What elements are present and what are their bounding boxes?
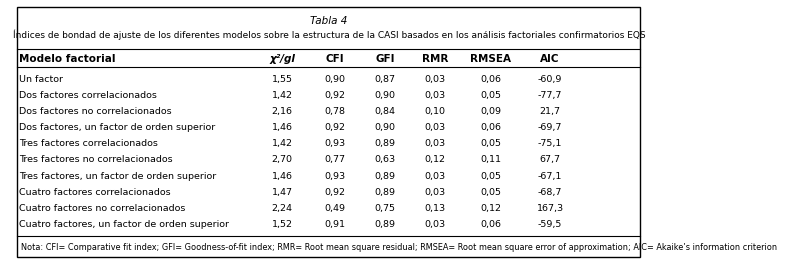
Text: Un factor: Un factor xyxy=(19,75,63,84)
Text: 0,92: 0,92 xyxy=(325,123,346,132)
Text: 0,84: 0,84 xyxy=(374,107,395,116)
Text: Cuatro factores correlacionados: Cuatro factores correlacionados xyxy=(19,188,171,197)
Text: 0,03: 0,03 xyxy=(424,123,446,132)
Text: Modelo factorial: Modelo factorial xyxy=(19,54,116,64)
Text: 0,90: 0,90 xyxy=(325,75,346,84)
Text: 0,93: 0,93 xyxy=(325,172,346,181)
Text: -67,1: -67,1 xyxy=(538,172,562,181)
Text: Cuatro factores, un factor de orden superior: Cuatro factores, un factor de orden supe… xyxy=(19,220,230,229)
Text: 1,46: 1,46 xyxy=(272,123,293,132)
Text: Cuatro factores no correlacionados: Cuatro factores no correlacionados xyxy=(19,204,186,213)
Text: 0,87: 0,87 xyxy=(374,75,395,84)
Text: CFI: CFI xyxy=(326,54,345,64)
Text: Dos factores correlacionados: Dos factores correlacionados xyxy=(19,91,157,100)
Text: -69,7: -69,7 xyxy=(538,123,562,132)
Text: 0,03: 0,03 xyxy=(424,188,446,197)
FancyBboxPatch shape xyxy=(18,7,641,257)
Text: 0,89: 0,89 xyxy=(374,220,395,229)
Text: RMR: RMR xyxy=(422,54,448,64)
Text: 0,03: 0,03 xyxy=(424,220,446,229)
Text: 167,3: 167,3 xyxy=(537,204,564,213)
Text: 0,03: 0,03 xyxy=(424,75,446,84)
Text: 67,7: 67,7 xyxy=(539,155,561,164)
Text: 0,12: 0,12 xyxy=(424,155,446,164)
Text: GFI: GFI xyxy=(375,54,394,64)
Text: 0,89: 0,89 xyxy=(374,188,395,197)
Text: 0,89: 0,89 xyxy=(374,172,395,181)
Text: 0,63: 0,63 xyxy=(374,155,395,164)
Text: 0,10: 0,10 xyxy=(424,107,446,116)
Text: Tres factores, un factor de orden superior: Tres factores, un factor de orden superi… xyxy=(19,172,217,181)
Text: 0,05: 0,05 xyxy=(481,188,502,197)
Text: 0,13: 0,13 xyxy=(424,204,446,213)
Text: AIC: AIC xyxy=(540,54,560,64)
Text: 1,55: 1,55 xyxy=(272,75,293,84)
Text: 0,49: 0,49 xyxy=(325,204,346,213)
Text: 21,7: 21,7 xyxy=(539,107,561,116)
Text: Índices de bondad de ajuste de los diferentes modelos sobre la estructura de la : Índices de bondad de ajuste de los difer… xyxy=(13,30,646,40)
Text: 0,90: 0,90 xyxy=(374,91,395,100)
Text: 2,70: 2,70 xyxy=(272,155,293,164)
Text: 0,75: 0,75 xyxy=(374,204,395,213)
Text: 0,06: 0,06 xyxy=(481,123,502,132)
Text: Nota: CFI= Comparative fit index; GFI= Goodness-of-fit index; RMR= Root mean squ: Nota: CFI= Comparative fit index; GFI= G… xyxy=(21,243,777,252)
Text: 0,89: 0,89 xyxy=(374,139,395,148)
Text: -60,9: -60,9 xyxy=(538,75,562,84)
Text: 2,24: 2,24 xyxy=(272,204,293,213)
Text: 1,42: 1,42 xyxy=(272,139,293,148)
Text: 0,06: 0,06 xyxy=(481,75,502,84)
Text: Dos factores no correlacionados: Dos factores no correlacionados xyxy=(19,107,172,116)
Text: 0,92: 0,92 xyxy=(325,91,346,100)
Text: 1,47: 1,47 xyxy=(272,188,293,197)
Text: 1,46: 1,46 xyxy=(272,172,293,181)
Text: 0,77: 0,77 xyxy=(325,155,346,164)
Text: -77,7: -77,7 xyxy=(538,91,562,100)
Text: 0,12: 0,12 xyxy=(481,204,502,213)
Text: 0,93: 0,93 xyxy=(325,139,346,148)
Text: -75,1: -75,1 xyxy=(538,139,562,148)
Text: 0,03: 0,03 xyxy=(424,91,446,100)
Text: 0,91: 0,91 xyxy=(325,220,346,229)
Text: Tabla 4: Tabla 4 xyxy=(310,16,347,26)
Text: 0,90: 0,90 xyxy=(374,123,395,132)
Text: 2,16: 2,16 xyxy=(272,107,293,116)
Text: Dos factores, un factor de orden superior: Dos factores, un factor de orden superio… xyxy=(19,123,215,132)
Text: 0,05: 0,05 xyxy=(481,91,502,100)
Text: 1,42: 1,42 xyxy=(272,91,293,100)
Text: Tres factores no correlacionados: Tres factores no correlacionados xyxy=(19,155,173,164)
Text: 0,92: 0,92 xyxy=(325,188,346,197)
Text: χ²/gl: χ²/gl xyxy=(270,54,295,64)
Text: 1,52: 1,52 xyxy=(272,220,293,229)
Text: 0,09: 0,09 xyxy=(481,107,502,116)
Text: RMSEA: RMSEA xyxy=(470,54,511,64)
Text: 0,78: 0,78 xyxy=(325,107,346,116)
Text: 0,03: 0,03 xyxy=(424,172,446,181)
Text: 0,05: 0,05 xyxy=(481,172,502,181)
Text: -68,7: -68,7 xyxy=(538,188,562,197)
Text: 0,06: 0,06 xyxy=(481,220,502,229)
Text: -59,5: -59,5 xyxy=(538,220,562,229)
Text: 0,11: 0,11 xyxy=(481,155,502,164)
Text: 0,05: 0,05 xyxy=(481,139,502,148)
Text: Tres factores correlacionados: Tres factores correlacionados xyxy=(19,139,158,148)
Text: 0,03: 0,03 xyxy=(424,139,446,148)
